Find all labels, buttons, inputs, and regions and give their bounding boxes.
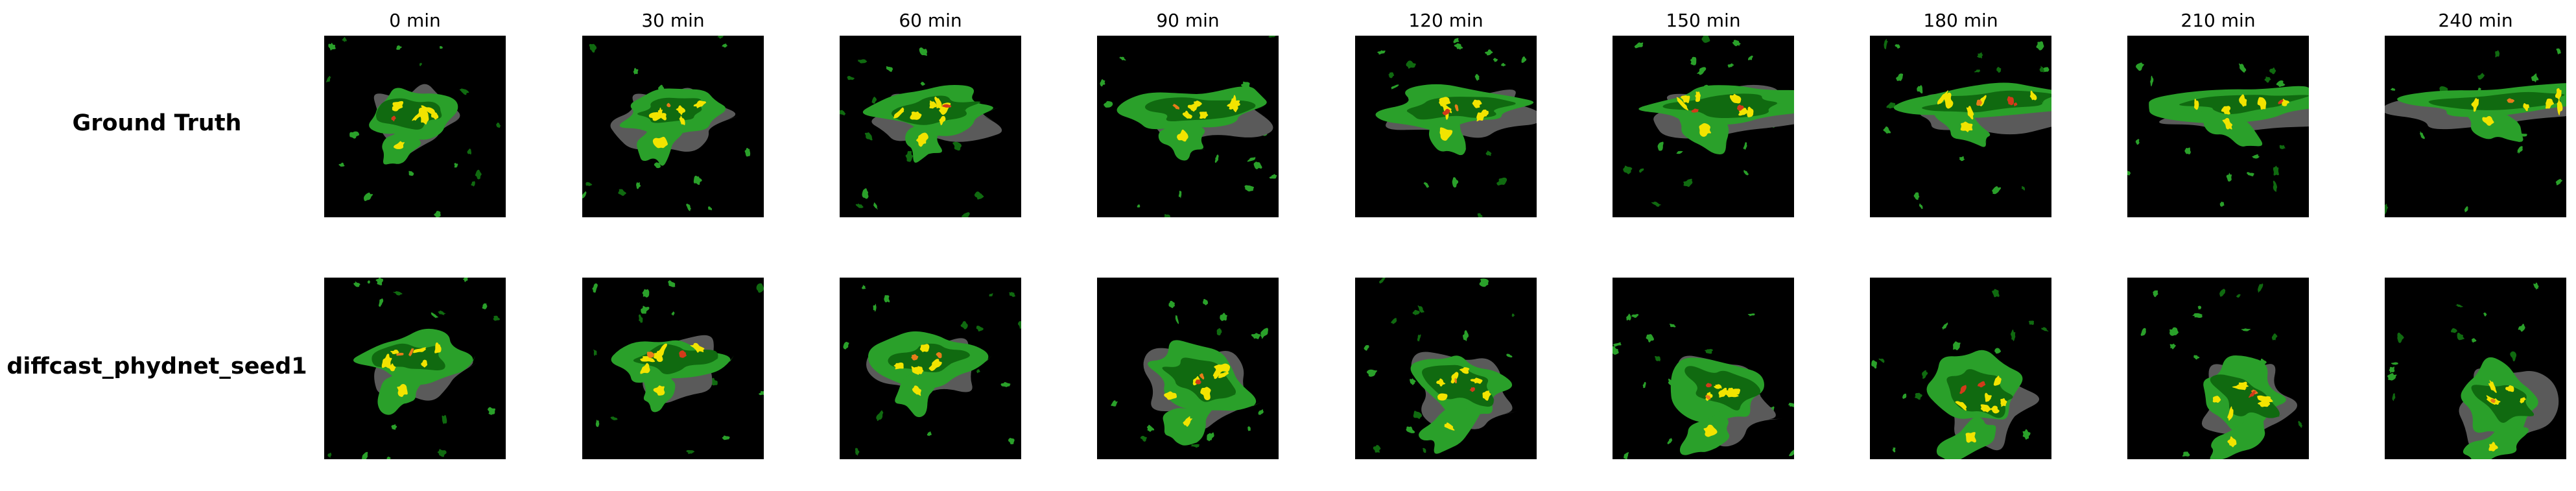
radar-image-r0-c8 [2385, 36, 2566, 217]
radar-image-r1-c7 [2127, 278, 2309, 459]
radar-image-r1-c2 [840, 278, 1021, 459]
radar-image-r1-c3 [1097, 278, 1279, 459]
radar-image-r0-c2 [840, 36, 1021, 217]
radar-image-r0-c7 [2127, 36, 2309, 217]
radar-image-r0-c3 [1097, 36, 1279, 217]
column-title-5: 150 min [1666, 10, 1741, 31]
column-title-2: 60 min [899, 10, 962, 31]
radar-image-r1-c4 [1355, 278, 1537, 459]
column-title-1: 30 min [641, 10, 705, 31]
column-title-6: 180 min [1923, 10, 1998, 31]
radar-image-r0-c1 [582, 36, 764, 217]
radar-image-r0-c4 [1355, 36, 1537, 217]
column-title-0: 0 min [389, 10, 441, 31]
radar-image-r0-c5 [1613, 36, 1794, 217]
radar-image-r0-c0 [324, 36, 506, 217]
column-title-3: 90 min [1156, 10, 1220, 31]
column-title-7: 210 min [2180, 10, 2256, 31]
radar-image-r1-c6 [1870, 278, 2051, 459]
radar-image-r1-c1 [582, 278, 764, 459]
column-title-4: 120 min [1408, 10, 1483, 31]
row-label-0: Ground Truth [72, 110, 242, 136]
row-label-1: diffcast_phydnet_seed1 [6, 353, 307, 379]
radar-image-r1-c0 [324, 278, 506, 459]
radar-image-r1-c8 [2385, 278, 2566, 459]
column-title-8: 240 min [2438, 10, 2513, 31]
radar-image-r0-c6 [1870, 36, 2051, 217]
radar-image-r1-c5 [1613, 278, 1794, 459]
